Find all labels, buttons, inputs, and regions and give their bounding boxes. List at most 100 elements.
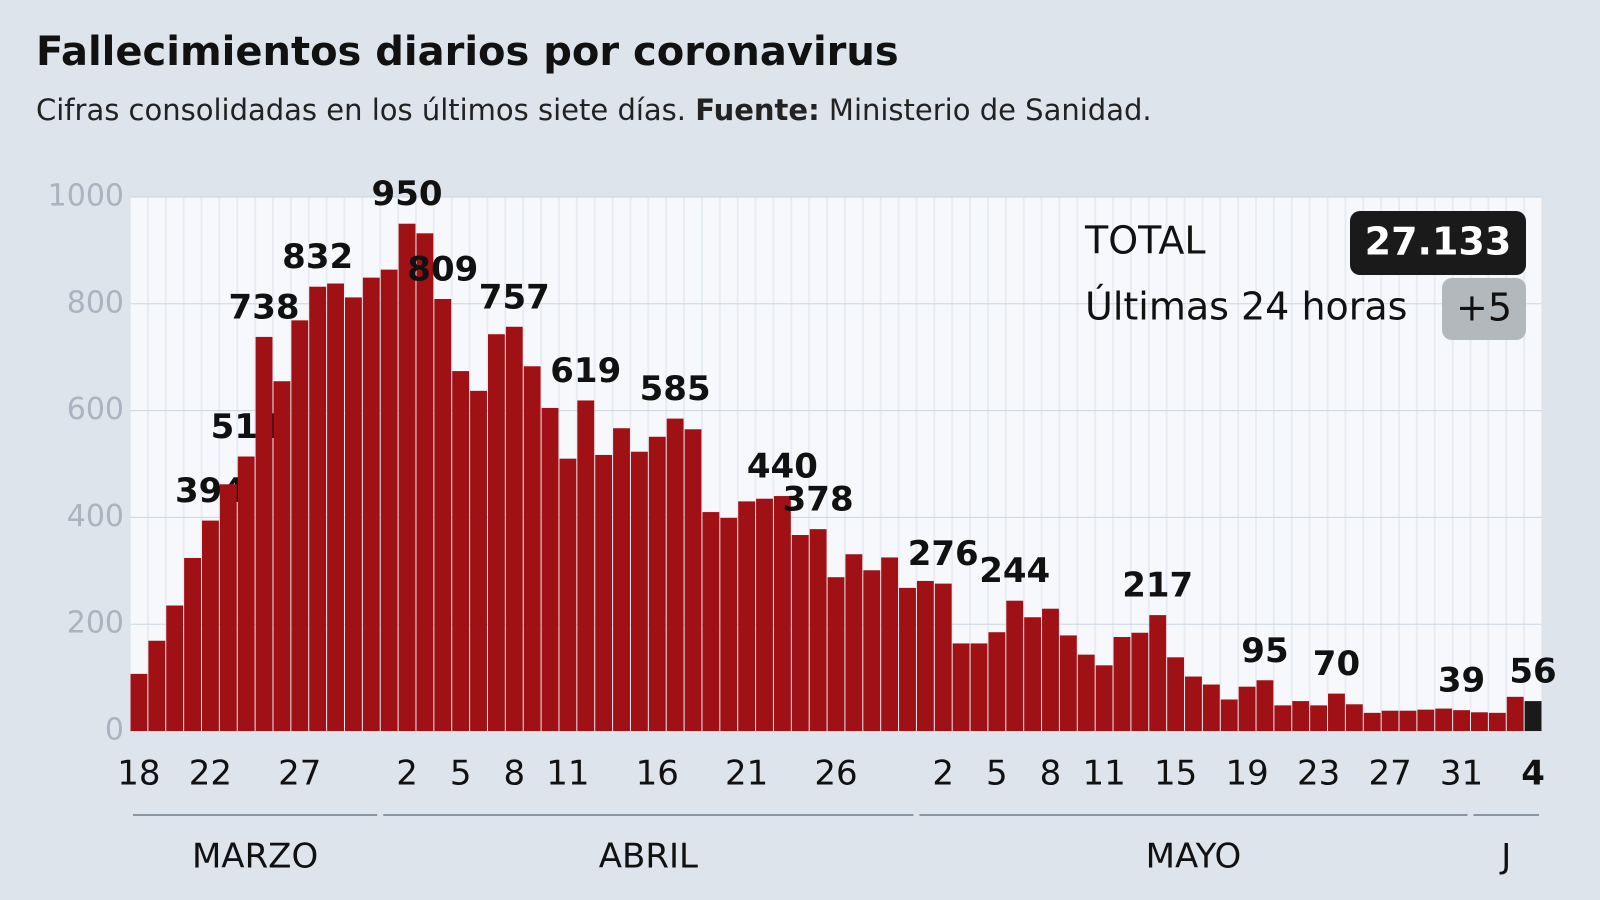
- value-label: 738: [229, 287, 300, 327]
- bar: [1506, 696, 1524, 731]
- stripe: [1114, 197, 1130, 731]
- stripe: [1024, 197, 1041, 731]
- stripe: [988, 197, 1005, 731]
- stripe: [1239, 197, 1256, 731]
- stripe: [1203, 197, 1220, 731]
- value-label: 95: [1241, 631, 1288, 671]
- value-label: 70: [1313, 644, 1360, 684]
- stripe: [1060, 197, 1077, 731]
- bar: [881, 557, 899, 731]
- value-label: 276: [908, 534, 979, 574]
- value-label: 244: [979, 551, 1050, 591]
- stripe: [1400, 197, 1416, 731]
- bar: [988, 632, 1006, 731]
- value-label: 757: [479, 277, 550, 317]
- stripe: [1221, 197, 1238, 731]
- stripe: [1435, 197, 1452, 731]
- bar: [738, 501, 756, 731]
- bar: [434, 298, 452, 731]
- bar: [148, 640, 166, 731]
- x-tick-label: 16: [636, 754, 679, 794]
- stripe: [1149, 197, 1166, 731]
- bar: [470, 390, 487, 731]
- bar: [291, 320, 309, 731]
- stripe: [1453, 197, 1470, 731]
- bar: [219, 484, 237, 731]
- bar: [1310, 705, 1328, 731]
- bar: [130, 673, 148, 731]
- bar: [362, 277, 380, 731]
- stripe: [1185, 197, 1202, 731]
- x-tick-label: 11: [1082, 754, 1125, 794]
- stripe: [1382, 197, 1399, 731]
- bar: [809, 529, 827, 731]
- value-label: 440: [747, 447, 818, 487]
- bar: [1202, 684, 1220, 731]
- bar: [577, 400, 595, 731]
- bar: [344, 297, 362, 731]
- bar: [487, 334, 505, 731]
- bar: [398, 223, 416, 731]
- bar: [702, 512, 720, 731]
- x-tick-label: 26: [814, 754, 857, 794]
- x-tick-label: 18: [117, 754, 160, 794]
- bar: [523, 366, 541, 731]
- month-label: MAYO: [1146, 837, 1242, 877]
- bar: [1167, 657, 1185, 731]
- y-tick-label: 0: [105, 713, 124, 748]
- bar: [1399, 710, 1417, 731]
- bar: [1345, 704, 1363, 731]
- bar: [1524, 701, 1542, 731]
- last24-box: [1442, 278, 1526, 340]
- bar: [720, 517, 738, 731]
- bar: [166, 605, 184, 731]
- bar: [1042, 608, 1059, 731]
- bar: [630, 451, 648, 731]
- chart-title: Fallecimientos diarios por coronavirus: [36, 29, 899, 75]
- month-label: ABRIL: [599, 837, 698, 877]
- value-label: 39: [1438, 661, 1485, 701]
- bar: [255, 336, 273, 731]
- source: Ministerio de Sanidad.: [829, 93, 1152, 127]
- bar: [1292, 701, 1310, 731]
- value-label: 832: [282, 237, 353, 277]
- stripe: [1292, 197, 1309, 731]
- bar: [863, 570, 881, 731]
- bar: [559, 458, 577, 731]
- source-label: Fuente:: [695, 93, 819, 127]
- x-tick-label: 5: [450, 754, 472, 794]
- stripe: [1096, 197, 1113, 731]
- bar: [416, 233, 434, 731]
- total-label: TOTAL: [1084, 219, 1206, 263]
- bar: [827, 577, 845, 731]
- value-label: 585: [640, 369, 711, 409]
- bar: [309, 286, 327, 731]
- bar: [952, 643, 970, 731]
- bar: [791, 535, 809, 731]
- bar: [1328, 693, 1345, 731]
- bar: [1238, 686, 1256, 731]
- bar: [1417, 709, 1435, 731]
- y-tick-label: 400: [67, 499, 124, 534]
- x-tick-label: 11: [546, 754, 589, 794]
- bar: [505, 326, 523, 731]
- bar: [916, 580, 934, 731]
- stripe: [131, 197, 147, 731]
- x-tick-label: 2: [932, 754, 954, 794]
- value-label: 56: [1509, 652, 1556, 692]
- bar: [1006, 600, 1024, 731]
- x-tick-label: 8: [503, 754, 525, 794]
- bar: [1131, 632, 1149, 731]
- bar: [237, 456, 255, 731]
- bar: [756, 498, 773, 731]
- stripe: [1042, 197, 1059, 731]
- bar: [648, 436, 666, 731]
- stripe: [1257, 197, 1273, 731]
- bar: [1435, 708, 1453, 731]
- bar: [1471, 712, 1488, 731]
- stripe: [166, 197, 183, 731]
- x-tick-label: 31: [1440, 754, 1483, 794]
- bar: [773, 496, 791, 731]
- bar: [1149, 615, 1167, 731]
- bar: [273, 381, 291, 731]
